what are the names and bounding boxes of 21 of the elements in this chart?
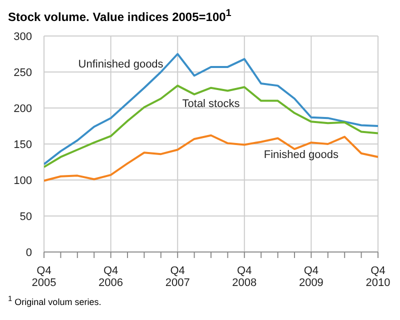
y-tick-label: 250 xyxy=(14,66,32,79)
text: $^{1}$ Original volum series. xyxy=(8,294,102,307)
line-series xyxy=(44,53,378,166)
y-tick-label: 100 xyxy=(14,174,32,187)
line-series xyxy=(44,84,378,168)
series-label: Total stocks xyxy=(182,98,240,110)
x-tick-label: Q4 2007 xyxy=(165,264,190,289)
series-label: Finished goods xyxy=(264,148,339,161)
y-tick-label: 150 xyxy=(14,138,32,151)
y-tick-label: 0 xyxy=(26,246,32,259)
x-tick-label: Q4 2008 xyxy=(232,264,257,289)
chart-title: Stock volume. Value indices 2005=100$^{1}$ xyxy=(8,8,232,26)
x-tick-label: Q4 2005 xyxy=(32,264,56,289)
x-tick-label: Q4 2009 xyxy=(298,264,324,289)
y-tick-label: 300 xyxy=(14,30,32,43)
y-tick-label: 50 xyxy=(20,210,32,223)
line-series xyxy=(44,134,378,182)
x-tick-label: Q4 2010 xyxy=(366,264,390,289)
x-tick-label: Q4 2006 xyxy=(98,264,124,289)
y-tick-label: 200 xyxy=(14,102,32,115)
series-label: Unfinished goods xyxy=(78,58,164,70)
